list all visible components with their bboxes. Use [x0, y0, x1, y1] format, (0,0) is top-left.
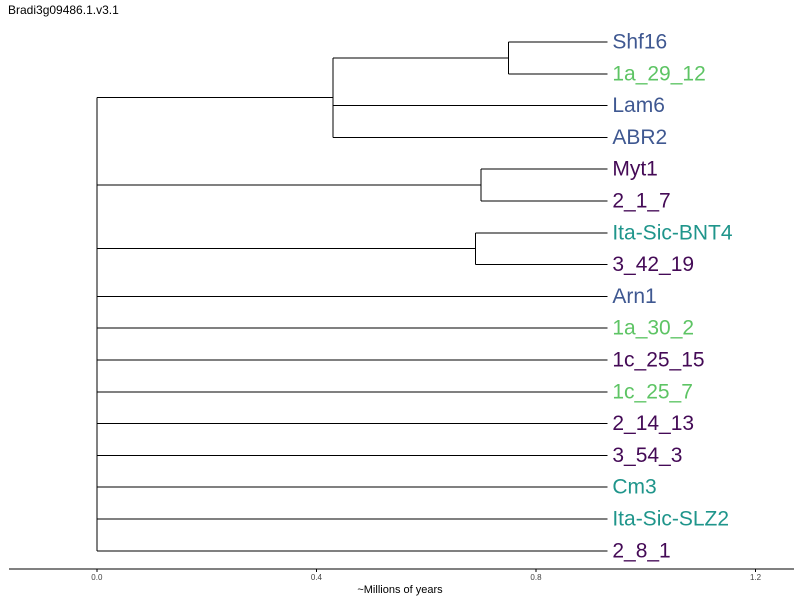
leaf-label: 1a_29_12: [612, 62, 705, 85]
axis-tick-label: 0.0: [91, 573, 103, 582]
leaf-label: Arn1: [612, 285, 656, 308]
leaf-label: 2_14_13: [612, 412, 694, 435]
axis-tick-label: 1.2: [750, 573, 762, 582]
leaf-label: Lam6: [612, 94, 665, 117]
leaf-label: Ita-Sic-BNT4: [612, 221, 733, 244]
axis-title: ~Millions of years: [357, 584, 443, 596]
leaf-label: 2_8_1: [612, 539, 670, 562]
leaf-label: 2_1_7: [612, 190, 670, 213]
tree-branches: [96, 41, 608, 552]
leaf-label: 3_42_19: [612, 253, 694, 276]
time-axis: 0.0 0.4 0.8 1.2: [9, 568, 794, 582]
leaf-label: 1c_25_7: [612, 380, 693, 403]
tree-leaf-labels: Shf16 1a_29_12 Lam6 ABR2 Myt1 2_1_7 Ita-Sic-BN…: [612, 31, 733, 563]
axis-tick-label: 0.4: [311, 573, 323, 582]
leaf-label: 1c_25_15: [612, 349, 704, 372]
gene-title: Bradi3g09486.1.v3.1: [8, 3, 119, 17]
leaf-label: 1a_30_2: [612, 317, 694, 340]
leaf-label: Myt1: [612, 158, 658, 181]
leaf-label: Ita-Sic-SLZ2: [612, 508, 729, 531]
leaf-label: Shf16: [612, 31, 667, 54]
leaf-label: ABR2: [612, 126, 667, 149]
leaf-label: Cm3: [612, 476, 656, 499]
axis-tick-label: 0.8: [530, 573, 542, 582]
leaf-label: 3_54_3: [612, 444, 682, 467]
